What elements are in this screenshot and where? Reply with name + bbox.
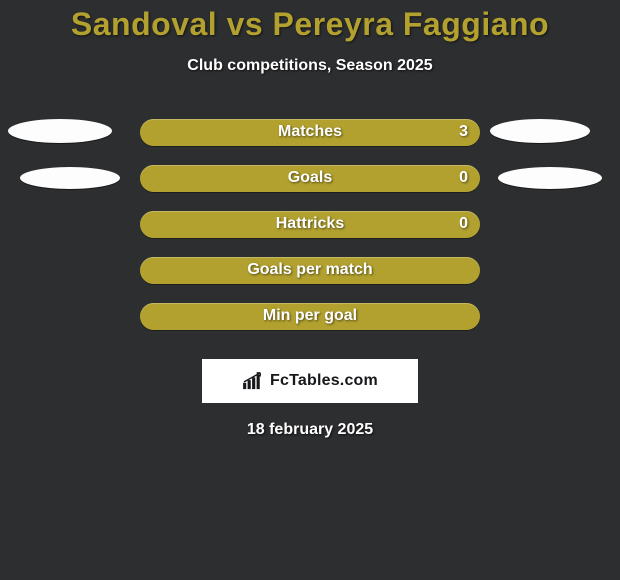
stat-bar: Goals0 [140, 165, 480, 192]
stat-bar: Hattricks0 [140, 211, 480, 238]
stat-value: 3 [459, 123, 468, 141]
stat-row: Hattricks0 [0, 211, 620, 257]
comparison-infographic: Sandoval vs Pereyra Faggiano Club compet… [0, 0, 620, 580]
stat-row: Goals0 [0, 165, 620, 211]
stat-bar: Min per goal [140, 303, 480, 330]
stat-label: Goals [140, 169, 480, 187]
left-ellipse-icon [20, 167, 120, 189]
stat-value: 0 [459, 215, 468, 233]
logo-text: FcTables.com [270, 372, 378, 390]
stat-rows: Matches3Goals0Hattricks0Goals per matchM… [0, 119, 620, 349]
stat-bar: Matches3 [140, 119, 480, 146]
stat-label: Hattricks [140, 215, 480, 233]
date-text: 18 february 2025 [0, 421, 620, 439]
stat-row: Goals per match [0, 257, 620, 303]
right-ellipse-icon [498, 167, 602, 189]
stat-label: Min per goal [140, 307, 480, 325]
stat-row: Matches3 [0, 119, 620, 165]
logo-box: FcTables.com [202, 359, 418, 403]
left-ellipse-icon [8, 119, 112, 143]
stat-value: 0 [459, 169, 468, 187]
stat-bar: Goals per match [140, 257, 480, 284]
page-title: Sandoval vs Pereyra Faggiano [0, 6, 620, 43]
page-subtitle: Club competitions, Season 2025 [0, 57, 620, 75]
stat-label: Matches [140, 123, 480, 141]
stat-label: Goals per match [140, 261, 480, 279]
right-ellipse-icon [490, 119, 590, 143]
bar-chart-arrow-icon [242, 372, 264, 390]
stat-row: Min per goal [0, 303, 620, 349]
